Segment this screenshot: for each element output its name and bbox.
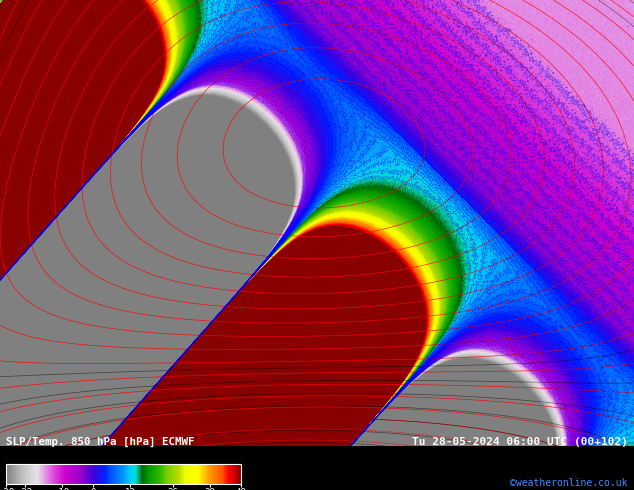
Text: Tu 28-05-2024 06:00 UTC (00+102): Tu 28-05-2024 06:00 UTC (00+102): [411, 437, 628, 447]
Text: SLP/Temp. 850 hPa [hPa] ECMWF: SLP/Temp. 850 hPa [hPa] ECMWF: [6, 437, 195, 447]
Text: ©weatheronline.co.uk: ©weatheronline.co.uk: [510, 478, 628, 488]
